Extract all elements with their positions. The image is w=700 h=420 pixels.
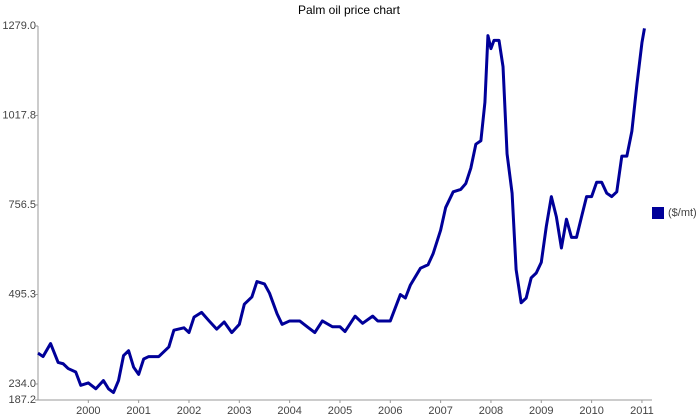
- y-tick-label: 234.0: [8, 378, 36, 390]
- y-tick-label: 756.5: [8, 199, 36, 211]
- y-tick-label: 187.2: [8, 394, 36, 406]
- x-tick-label: 2010: [579, 405, 603, 417]
- x-tick-label: 2003: [227, 405, 251, 417]
- chart-title: Palm oil price chart: [298, 3, 401, 17]
- x-tick-label: 2001: [126, 405, 150, 417]
- y-tick-label: 495.3: [8, 288, 36, 300]
- x-tick-label: 2011: [630, 405, 654, 417]
- x-tick-label: 2007: [428, 405, 452, 417]
- x-tick-label: 2008: [479, 405, 503, 417]
- line-series: [37, 28, 646, 395]
- legend-swatch: [652, 207, 664, 219]
- x-tick-label: 2006: [378, 405, 402, 417]
- legend-label: ($/mt): [668, 207, 697, 219]
- y-tick-label: 1279.0: [2, 20, 36, 32]
- x-tick-label: 2005: [328, 405, 352, 417]
- x-tick-label: 2004: [277, 405, 301, 417]
- x-tick-label: 2002: [177, 405, 201, 417]
- x-tick-label: 2000: [76, 405, 100, 417]
- x-tick-label: 2009: [529, 405, 553, 417]
- y-tick-label: 1017.8: [2, 109, 36, 121]
